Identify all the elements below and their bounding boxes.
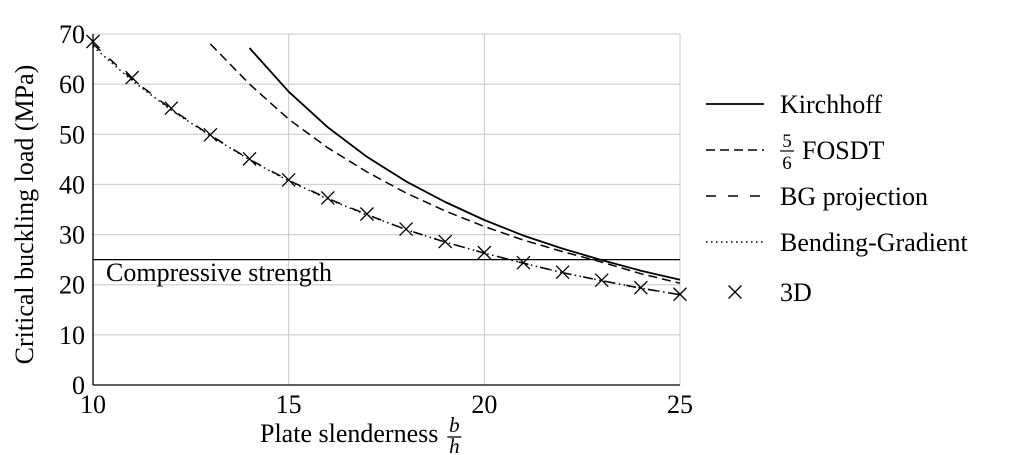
series-line-fosdt [210,44,680,283]
y-tick-label: 40 [59,170,85,199]
x-axis-title: Plate slenderness b h [260,413,461,455]
series-3d-marker [400,223,413,236]
y-tick-label: 30 [59,221,85,250]
series-3d-marker [321,191,334,204]
x-axis-fraction-denominator: h [449,434,460,455]
y-tick-label: 60 [59,70,85,99]
legend-label-bg-projection: BG projection [780,182,928,211]
y-tick-label: 10 [59,321,85,350]
y-axis-label: Critical buckling load (MPa) [10,65,39,365]
legend-fraction-numerator: 5 [782,131,792,152]
x-axis-label: Plate slenderness [260,419,438,448]
series-3d-marker [556,266,569,279]
series-3d-marker [126,71,139,84]
series-3d-marker [439,235,452,248]
axes [93,34,680,385]
y-tick-label: 70 [59,20,85,49]
series-3d-marker [360,208,373,221]
series-3d-marker [634,281,647,294]
y-tick-label: 20 [59,271,85,300]
legend: Kirchhoff 56 FOSDT BG projection Bending-Gra… [706,90,969,307]
series-3d-marker [204,128,217,141]
legend-fraction-denominator: 6 [782,153,792,174]
legend-label-bending-gradient: Bending-Gradient [780,228,969,257]
legend-label-3d: 3D [780,278,812,307]
x-tick-label: 15 [276,390,302,419]
x-tick-label: 25 [667,390,693,419]
legend-symbol-3d [729,286,742,299]
series-3d-marker [165,102,178,115]
legend-label-fosdt: FOSDT [802,136,884,165]
compressive-strength-label: Compressive strength [106,258,332,287]
x-tick-label: 20 [471,390,497,419]
series-line-kirchhoff [250,48,681,280]
grid [93,34,680,385]
legend-label-kirchhoff: Kirchhoff [780,90,882,119]
series-3d-marker [243,152,256,165]
y-tick-label: 50 [59,120,85,149]
x-tick-label: 10 [80,390,106,419]
